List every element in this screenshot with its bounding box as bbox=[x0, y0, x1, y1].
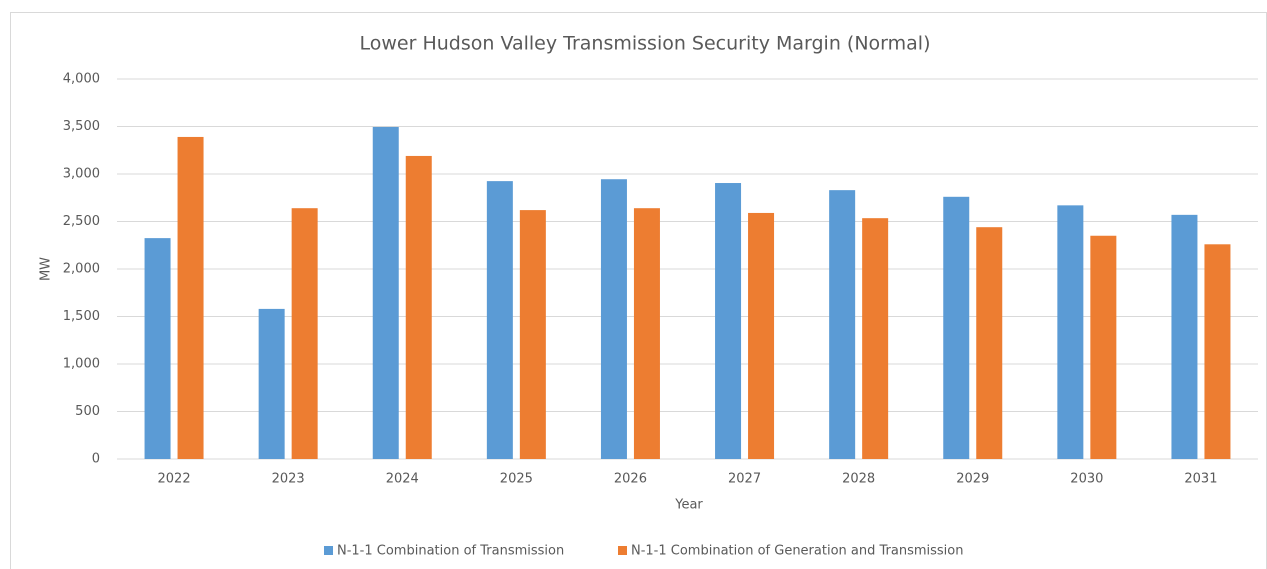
y-tick-label: 4,000 bbox=[63, 72, 100, 87]
x-tick-label: 2027 bbox=[728, 472, 761, 487]
bar bbox=[291, 208, 318, 459]
bar bbox=[258, 308, 285, 459]
bar bbox=[943, 196, 970, 460]
y-tick-label: 0 bbox=[92, 452, 100, 467]
x-tick-label: 2031 bbox=[1184, 472, 1217, 487]
bar bbox=[405, 155, 432, 459]
bar bbox=[177, 136, 204, 459]
bar bbox=[633, 208, 660, 459]
x-tick-label: 2028 bbox=[842, 472, 875, 487]
y-tick-label: 2,000 bbox=[63, 262, 100, 277]
bar bbox=[829, 190, 856, 459]
bar bbox=[748, 212, 775, 459]
bar bbox=[1057, 205, 1084, 459]
y-tick-label: 3,500 bbox=[63, 119, 100, 134]
bar bbox=[976, 227, 1003, 459]
legend-label: N-1-1 Combination of Transmission bbox=[337, 544, 564, 559]
x-tick-label: 2024 bbox=[386, 472, 419, 487]
x-tick-label: 2023 bbox=[272, 472, 305, 487]
legend-label: N-1-1 Combination of Generation and Tran… bbox=[631, 544, 963, 559]
legend-swatch bbox=[324, 546, 333, 555]
x-axis-label: Year bbox=[674, 498, 703, 513]
y-axis-label: MW bbox=[39, 257, 54, 281]
bar bbox=[519, 210, 546, 459]
y-tick-label: 500 bbox=[75, 404, 100, 419]
x-tick-label: 2030 bbox=[1070, 472, 1103, 487]
bar bbox=[1171, 214, 1198, 459]
chart-title: Lower Hudson Valley Transmission Securit… bbox=[360, 33, 931, 55]
y-tick-label: 3,000 bbox=[63, 167, 100, 182]
bar bbox=[486, 181, 513, 459]
x-tick-label: 2026 bbox=[614, 472, 647, 487]
y-tick-label: 1,500 bbox=[63, 309, 100, 324]
x-tick-label: 2022 bbox=[158, 472, 191, 487]
legend-swatch bbox=[618, 546, 627, 555]
bar bbox=[1204, 244, 1231, 459]
x-tick-label: 2029 bbox=[956, 472, 989, 487]
y-tick-label: 2,500 bbox=[63, 214, 100, 229]
bar bbox=[1090, 235, 1117, 459]
x-tick-label: 2025 bbox=[500, 472, 533, 487]
bar bbox=[600, 179, 627, 459]
y-tick-label: 1,000 bbox=[63, 357, 100, 372]
bar bbox=[144, 238, 171, 459]
bar bbox=[372, 126, 399, 459]
bar bbox=[862, 218, 889, 459]
bar bbox=[715, 183, 742, 459]
